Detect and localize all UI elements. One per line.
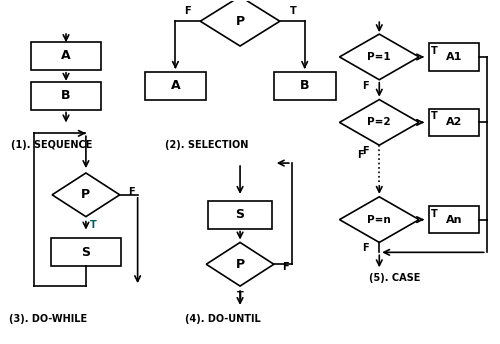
Bar xyxy=(429,206,478,234)
Text: T: T xyxy=(431,46,438,56)
Polygon shape xyxy=(340,197,419,243)
Bar xyxy=(31,82,101,109)
Text: (2). SELECTION: (2). SELECTION xyxy=(166,140,249,150)
Text: F: F xyxy=(362,81,368,91)
Text: F: F xyxy=(184,6,190,16)
Text: P: P xyxy=(236,15,244,28)
Polygon shape xyxy=(340,34,419,80)
Text: F: F xyxy=(356,150,364,160)
Text: F: F xyxy=(362,243,368,254)
Bar xyxy=(429,43,478,71)
Text: (1). SEQUENCE: (1). SEQUENCE xyxy=(12,140,92,150)
Text: An: An xyxy=(446,215,462,225)
Text: T: T xyxy=(236,291,244,301)
Polygon shape xyxy=(52,173,120,217)
Text: (5). CASE: (5). CASE xyxy=(370,273,420,283)
Text: P=n: P=n xyxy=(368,215,391,225)
Bar xyxy=(429,108,478,136)
Text: T: T xyxy=(90,219,96,229)
Bar xyxy=(274,72,336,100)
Text: A: A xyxy=(61,50,71,63)
Text: P=1: P=1 xyxy=(368,52,391,62)
Text: P: P xyxy=(236,258,244,271)
Text: S: S xyxy=(82,246,90,259)
Text: A2: A2 xyxy=(446,117,462,127)
Bar xyxy=(208,201,272,228)
Text: B: B xyxy=(300,79,310,92)
Text: T: T xyxy=(431,111,438,121)
Text: (3). DO-WHILE: (3). DO-WHILE xyxy=(10,314,88,324)
Text: F: F xyxy=(282,262,288,272)
Text: T: T xyxy=(290,6,296,16)
Bar xyxy=(144,72,206,100)
Polygon shape xyxy=(206,243,274,286)
Text: P: P xyxy=(82,188,90,201)
Text: F: F xyxy=(362,146,368,156)
Text: A: A xyxy=(170,79,180,92)
Bar xyxy=(31,42,101,70)
Text: A1: A1 xyxy=(446,52,462,62)
Text: S: S xyxy=(236,208,244,221)
Text: F: F xyxy=(128,187,134,197)
Polygon shape xyxy=(200,0,280,46)
Text: B: B xyxy=(62,89,71,102)
Text: (4). DO-UNTIL: (4). DO-UNTIL xyxy=(186,314,261,324)
Text: T: T xyxy=(431,209,438,219)
Bar xyxy=(51,238,120,266)
Polygon shape xyxy=(340,100,419,145)
Text: P=2: P=2 xyxy=(368,117,391,127)
